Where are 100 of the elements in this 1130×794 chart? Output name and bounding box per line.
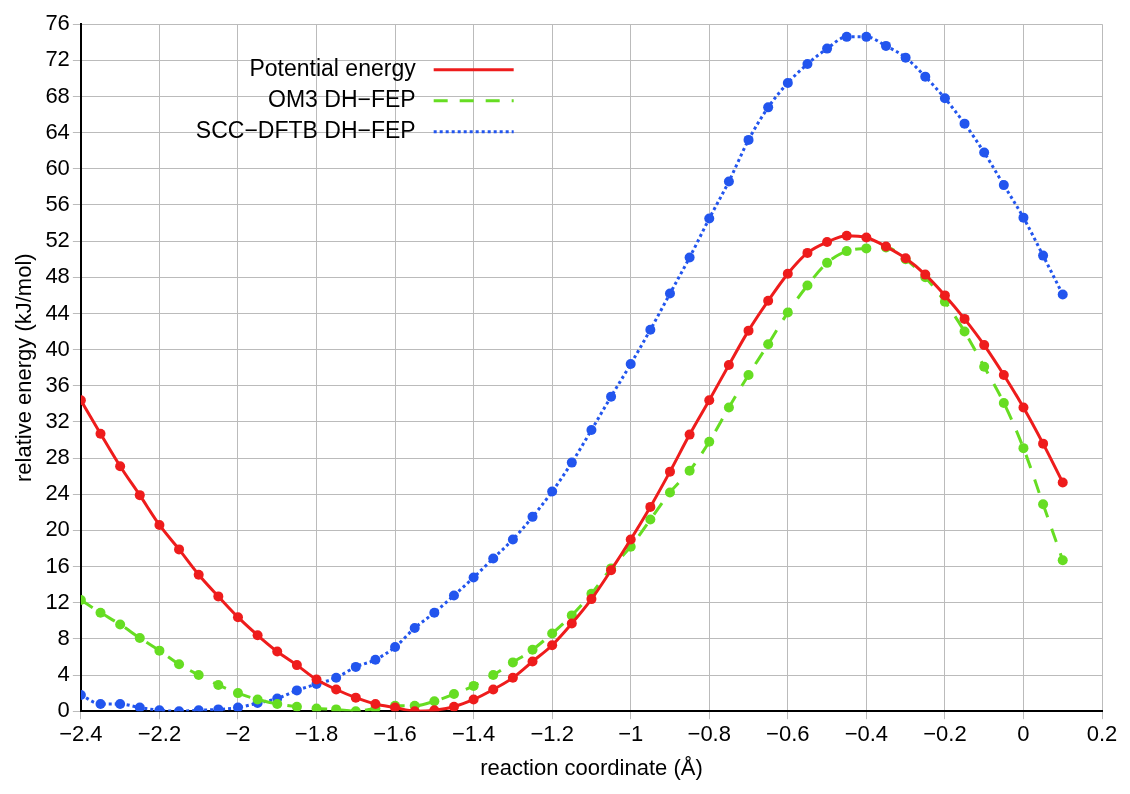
point — [861, 243, 872, 254]
point — [645, 501, 656, 512]
point — [822, 43, 833, 54]
point — [861, 232, 872, 243]
point — [350, 692, 361, 703]
x-tick-label: −0.4 — [844, 721, 889, 747]
point — [861, 31, 872, 42]
x-tick-label: −1.6 — [373, 721, 417, 747]
point — [841, 31, 852, 42]
point — [723, 176, 734, 187]
point — [232, 688, 243, 699]
point — [291, 660, 302, 671]
point — [370, 698, 381, 709]
y-axis-title: relative energy (kJ/mol) — [11, 253, 37, 483]
y-tick-label: 36 — [45, 371, 70, 397]
point — [311, 703, 322, 712]
point — [232, 702, 243, 712]
point — [763, 102, 774, 113]
point — [448, 701, 459, 712]
x-tick-label: −1.4 — [451, 721, 496, 747]
point — [95, 607, 106, 618]
point — [645, 514, 656, 525]
y-tick-label: 44 — [45, 299, 70, 325]
point — [331, 672, 342, 683]
point — [998, 397, 1009, 408]
point — [115, 461, 126, 472]
point — [743, 369, 754, 380]
x-tick-label: 0 — [1017, 721, 1030, 747]
point — [802, 280, 813, 291]
point — [115, 698, 126, 709]
point — [272, 698, 283, 709]
point — [527, 511, 538, 522]
x-tick-label: −1.8 — [294, 721, 339, 747]
point — [979, 340, 990, 351]
point — [350, 661, 361, 672]
y-tick-label: 76 — [45, 10, 70, 36]
x-tick-label: −0.2 — [923, 721, 967, 747]
point — [311, 674, 322, 685]
point — [429, 696, 440, 707]
x-axis-title: reaction coordinate (Å) — [480, 754, 703, 780]
point — [527, 656, 538, 667]
point — [193, 670, 204, 681]
point — [547, 640, 558, 651]
point — [134, 490, 145, 501]
legend-label: Potential energy — [249, 55, 417, 82]
y-tick-label: 28 — [45, 444, 70, 470]
y-tick-label: 32 — [45, 408, 70, 433]
point — [566, 457, 577, 468]
point — [606, 391, 617, 402]
point — [468, 572, 479, 583]
point — [920, 71, 931, 82]
point — [213, 591, 224, 602]
point — [174, 659, 185, 670]
point — [625, 534, 636, 545]
point — [134, 632, 145, 643]
point — [527, 644, 538, 655]
point — [291, 701, 302, 712]
point — [704, 213, 715, 224]
point — [802, 247, 813, 258]
point — [1038, 438, 1049, 449]
point — [998, 180, 1009, 191]
y-tick-label: 72 — [45, 46, 70, 72]
point — [1038, 499, 1049, 510]
point — [664, 487, 675, 498]
y-tick-label: 64 — [45, 118, 70, 144]
point — [252, 694, 263, 705]
point — [664, 466, 675, 477]
point — [959, 326, 970, 337]
point — [1057, 477, 1068, 488]
point — [507, 657, 518, 668]
x-tick-label: −0.8 — [687, 721, 731, 747]
point — [252, 630, 263, 641]
point — [782, 268, 793, 279]
x-tick-label: −2 — [225, 721, 251, 747]
point — [763, 295, 774, 306]
point — [1057, 555, 1068, 566]
point — [802, 58, 813, 69]
point — [1057, 289, 1068, 300]
point — [213, 704, 224, 712]
x-tick-label: −1.2 — [530, 721, 574, 747]
point — [390, 642, 401, 653]
x-tick-label: −2.2 — [137, 721, 182, 747]
point — [468, 694, 479, 705]
point — [743, 134, 754, 145]
point — [959, 118, 970, 129]
point — [645, 324, 656, 335]
point — [429, 607, 440, 618]
point — [507, 534, 518, 545]
point — [979, 147, 990, 158]
y-tick-label: 48 — [45, 263, 70, 289]
y-tick-label: 4 — [57, 661, 70, 687]
x-tick-label: −0.6 — [766, 721, 810, 747]
point — [664, 288, 675, 299]
point — [586, 425, 597, 436]
point — [448, 689, 459, 700]
point — [291, 685, 302, 696]
point — [1018, 402, 1029, 413]
point — [684, 429, 695, 440]
point — [586, 594, 597, 605]
point — [448, 590, 459, 601]
